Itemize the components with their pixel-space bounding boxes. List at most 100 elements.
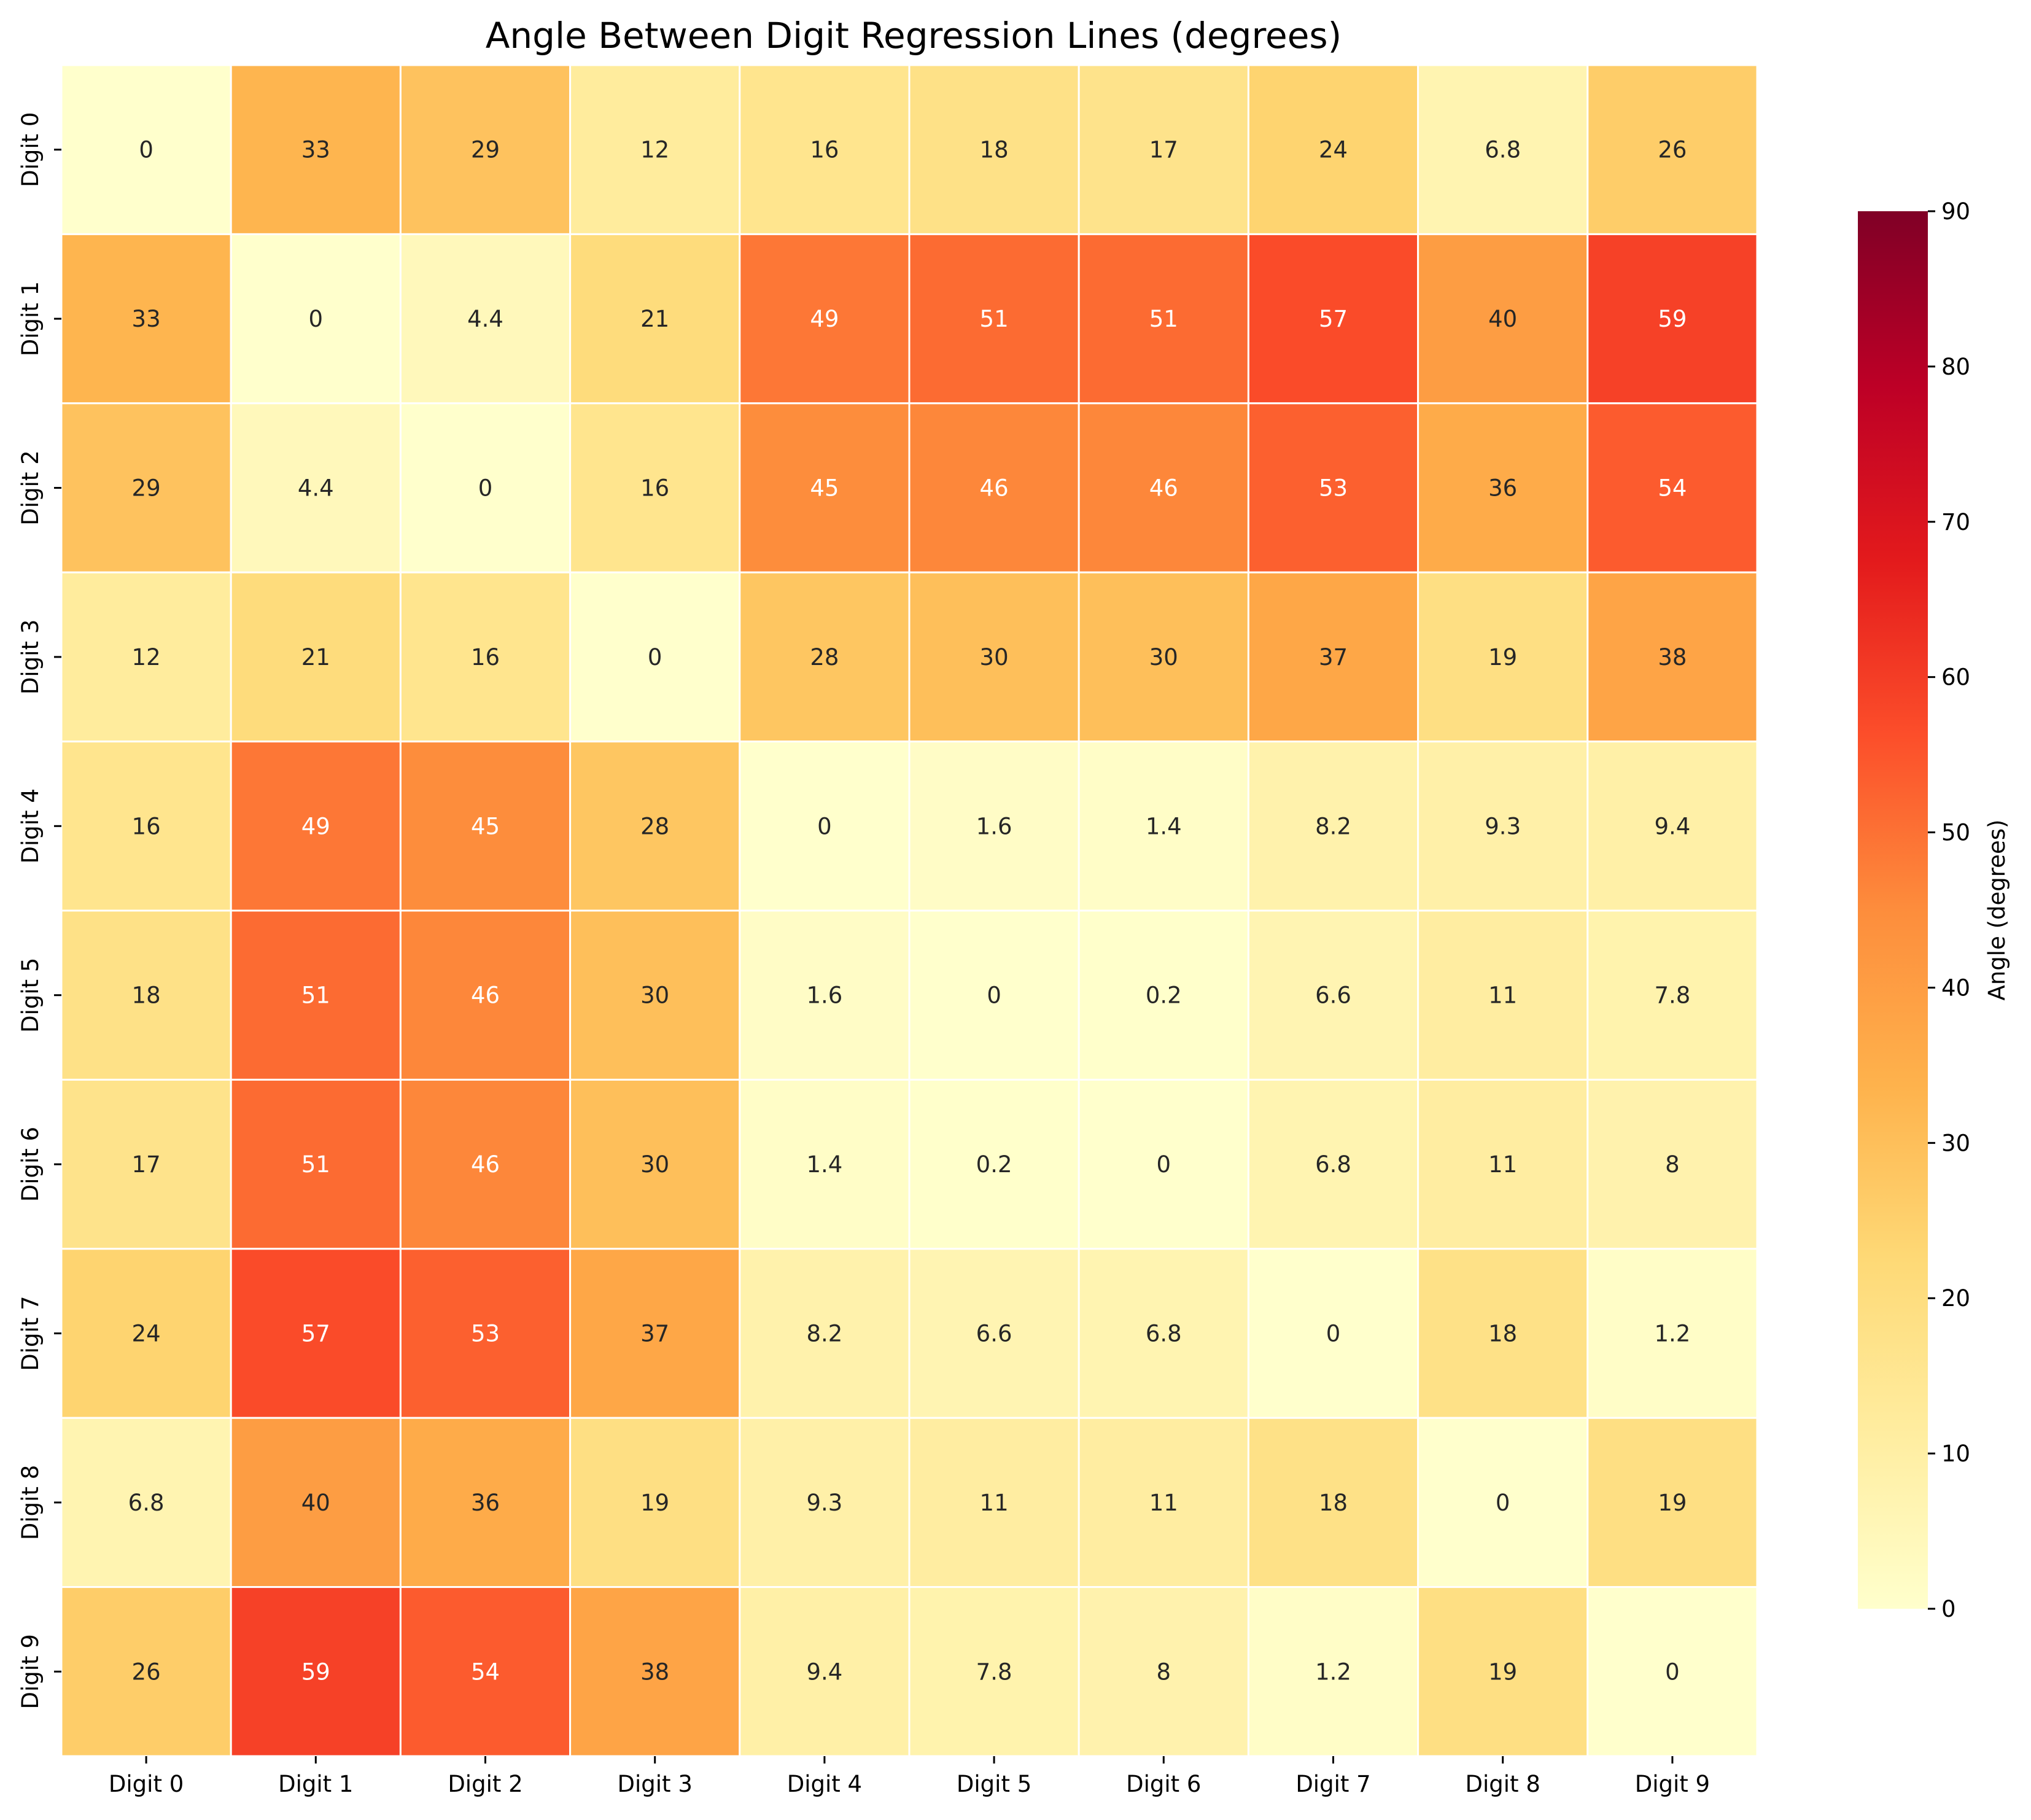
cell-value-label: 59 bbox=[1658, 306, 1687, 332]
cell-value-label: 54 bbox=[471, 1659, 500, 1685]
x-axis: Digit 0 Digit 1 Digit 2 Digit 3 Digit 4 Digit… bbox=[109, 1756, 1710, 1797]
cell-value-label: 7.8 bbox=[976, 1659, 1012, 1685]
colorbar-tick-label: 90 bbox=[1941, 198, 1970, 225]
heatmap-cell bbox=[1586, 233, 1758, 405]
cell-value-label: 0 bbox=[1157, 1151, 1171, 1178]
cell-value-label: 1.2 bbox=[1654, 1321, 1690, 1347]
cell-value-label: 0 bbox=[478, 475, 493, 502]
cell-value-label: 9.3 bbox=[806, 1490, 842, 1516]
heatmap-cell bbox=[399, 1078, 572, 1250]
heatmap-cell bbox=[1247, 1586, 1419, 1757]
heatmap-cell bbox=[230, 909, 402, 1081]
heatmap-cell bbox=[230, 1078, 402, 1250]
cell-value-label: 0 bbox=[1326, 1321, 1341, 1347]
heatmap-cell bbox=[569, 402, 741, 574]
colorbar-tick-label: 70 bbox=[1941, 509, 1970, 535]
heatmap-cell bbox=[399, 402, 572, 574]
heatmap-cell bbox=[569, 1248, 741, 1419]
cell-value-label: 26 bbox=[1658, 137, 1687, 163]
cell-value-label: 51 bbox=[980, 306, 1009, 332]
heatmap-cell bbox=[569, 64, 741, 235]
cell-value-label: 1.2 bbox=[1315, 1659, 1351, 1685]
cell-value-label: 0 bbox=[817, 813, 832, 839]
cell-value-label: 49 bbox=[810, 306, 839, 332]
colorbar-tick-label: 80 bbox=[1941, 354, 1970, 380]
heatmap-cell bbox=[1078, 64, 1249, 235]
cell-value-label: 0 bbox=[309, 306, 324, 332]
heatmap-cell bbox=[739, 571, 911, 743]
heatmap-cell bbox=[569, 571, 741, 743]
cell-value-label: 19 bbox=[1658, 1490, 1687, 1516]
heatmap-cell bbox=[739, 1417, 911, 1589]
y-tick-label: Digit 2 bbox=[17, 450, 44, 525]
heatmap-cell bbox=[1247, 741, 1419, 912]
cell-value-label: 30 bbox=[640, 1151, 669, 1178]
cell-value-label: 29 bbox=[132, 475, 161, 502]
x-tick-label: Digit 3 bbox=[618, 1771, 693, 1797]
heatmap-cell bbox=[60, 571, 232, 743]
heatmap-cell bbox=[230, 402, 402, 574]
heatmap-cell bbox=[1078, 233, 1249, 405]
cell-value-label: 0 bbox=[987, 982, 1001, 1009]
colorbar-tick-label: 20 bbox=[1941, 1285, 1970, 1312]
cell-value-label: 0.2 bbox=[1146, 982, 1182, 1009]
heatmap-cell bbox=[739, 909, 911, 1081]
x-tick-label: Digit 7 bbox=[1295, 1771, 1370, 1797]
heatmap-cell bbox=[1247, 1248, 1419, 1419]
chart-title: Angle Between Digit Regression Lines (de… bbox=[486, 15, 1342, 56]
cell-value-label: 37 bbox=[1319, 644, 1348, 671]
cell-value-label: 9.4 bbox=[1654, 813, 1690, 839]
cell-value-label: 8 bbox=[1665, 1151, 1680, 1178]
heatmap-cell bbox=[1586, 1248, 1758, 1419]
cell-value-label: 17 bbox=[132, 1151, 161, 1178]
heatmap-cell bbox=[1586, 1586, 1758, 1757]
x-tick-label: Digit 4 bbox=[787, 1771, 862, 1797]
heatmap-cell bbox=[1417, 1417, 1589, 1589]
cell-value-label: 17 bbox=[1149, 137, 1178, 163]
heatmap-cell bbox=[60, 909, 232, 1081]
heatmap-cell bbox=[1586, 571, 1758, 743]
cell-value-label: 16 bbox=[132, 813, 161, 839]
cell-value-label: 0 bbox=[1665, 1659, 1680, 1685]
cell-value-label: 4.4 bbox=[467, 306, 503, 332]
heatmap-cell bbox=[230, 64, 402, 235]
heatmap-cell bbox=[1417, 233, 1589, 405]
cell-value-label: 30 bbox=[1149, 644, 1178, 671]
cell-value-label: 28 bbox=[810, 644, 839, 671]
cell-value-label: 51 bbox=[301, 1151, 330, 1178]
heatmap-annotations: 0 33 29 12 16 18 17 24 6.8 26 33 0 4.4 21 49 51 51 57 40 59… bbox=[128, 137, 1691, 1686]
cell-value-label: 7.8 bbox=[1654, 982, 1690, 1009]
cell-value-label: 11 bbox=[1488, 1151, 1517, 1178]
cell-value-label: 30 bbox=[980, 644, 1009, 671]
heatmap-cell bbox=[1078, 1248, 1249, 1419]
y-tick-label: Digit 1 bbox=[17, 281, 44, 356]
cell-value-label: 11 bbox=[1149, 1490, 1178, 1516]
cell-value-label: 6.8 bbox=[128, 1490, 165, 1516]
cell-value-label: 38 bbox=[1658, 644, 1687, 671]
x-tick-label: Digit 0 bbox=[109, 1771, 184, 1797]
heatmap-cell bbox=[1586, 402, 1758, 574]
cell-value-label: 29 bbox=[471, 137, 500, 163]
x-tick-label: Digit 5 bbox=[957, 1771, 1031, 1797]
cell-value-label: 57 bbox=[301, 1321, 330, 1347]
y-tick-label: Digit 4 bbox=[17, 788, 44, 863]
y-tick-label: Digit 7 bbox=[17, 1296, 44, 1371]
cell-value-label: 37 bbox=[640, 1321, 669, 1347]
colorbar-gradient bbox=[1858, 211, 1928, 1609]
cell-value-label: 46 bbox=[980, 475, 1009, 502]
cell-value-label: 6.8 bbox=[1146, 1321, 1182, 1347]
cell-value-label: 24 bbox=[1319, 137, 1348, 163]
cell-value-label: 9.4 bbox=[806, 1659, 842, 1685]
cell-value-label: 28 bbox=[640, 813, 669, 839]
heatmap-cell bbox=[908, 233, 1080, 405]
heatmap-cell bbox=[399, 741, 572, 912]
cell-value-label: 51 bbox=[301, 982, 330, 1009]
y-tick-label: Digit 6 bbox=[17, 1127, 44, 1202]
heatmap-cell bbox=[1417, 1586, 1589, 1757]
cell-value-label: 19 bbox=[1488, 644, 1517, 671]
cell-value-label: 16 bbox=[810, 137, 839, 163]
heatmap-cell bbox=[739, 741, 911, 912]
heatmap-cell bbox=[399, 909, 572, 1081]
